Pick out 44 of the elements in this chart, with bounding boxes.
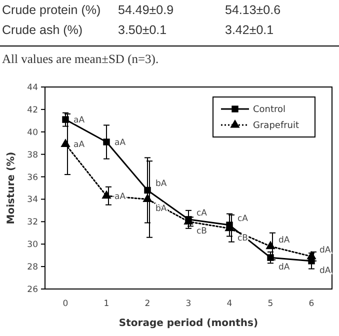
- annotation: aA: [114, 138, 126, 148]
- annotation: dA: [278, 262, 290, 273]
- text: Crude ash (%) 3.50±0.1 3.42±0.1: [2, 23, 274, 37]
- y-tick-label: 30: [27, 240, 38, 250]
- annotation: cB: [196, 226, 208, 237]
- point: [60, 138, 70, 148]
- annotation: aA: [74, 116, 85, 126]
- x-tick-label: 2: [144, 299, 150, 309]
- annotation: dA: [278, 235, 290, 246]
- annotation: cB: [238, 233, 248, 244]
- annotation: bA: [156, 204, 167, 214]
- y-tick-label: 28: [27, 262, 38, 273]
- text: All values are mean±SD (n=3).: [2, 52, 159, 66]
- point: [144, 186, 151, 194]
- y-tick-label: 40: [27, 128, 38, 138]
- point: [62, 116, 69, 123]
- x-tick-label: 1: [104, 299, 110, 309]
- annotation: dA: [320, 245, 331, 256]
- y-tick-label: 44: [27, 82, 38, 93]
- annotation: cA: [196, 208, 208, 218]
- x-tick-label: 0: [62, 299, 68, 309]
- y-tick-label: 32: [27, 218, 38, 228]
- point: [103, 138, 110, 146]
- point: [266, 240, 276, 250]
- y-tick-label: 36: [27, 172, 38, 183]
- annotation: bA: [156, 179, 167, 190]
- x-axis-title: Storage period (months): [118, 318, 258, 329]
- x-tick-label: 5: [268, 299, 274, 309]
- text: Crude protein (%) 54.49±0.9 54.13±0.6: [2, 3, 281, 17]
- y-tick-label: 42: [27, 105, 38, 116]
- annotation: cA: [238, 214, 248, 224]
- legend-label: Control: [253, 105, 286, 116]
- x-tick-label: 4: [226, 299, 232, 309]
- y-tick-label: 38: [27, 150, 38, 160]
- point: [226, 222, 233, 228]
- y-tick-label: 34: [27, 195, 38, 206]
- annotation: dA: [320, 266, 331, 276]
- x-tick-label: 3: [186, 299, 192, 309]
- x-tick-label: 6: [308, 299, 314, 309]
- point: [102, 190, 112, 199]
- y-tick-label: 26: [27, 284, 38, 295]
- annotation: aA: [74, 140, 85, 150]
- legend-label: Grapefruit: [253, 121, 300, 132]
- y-axis-title: Moisture (%): [6, 152, 17, 224]
